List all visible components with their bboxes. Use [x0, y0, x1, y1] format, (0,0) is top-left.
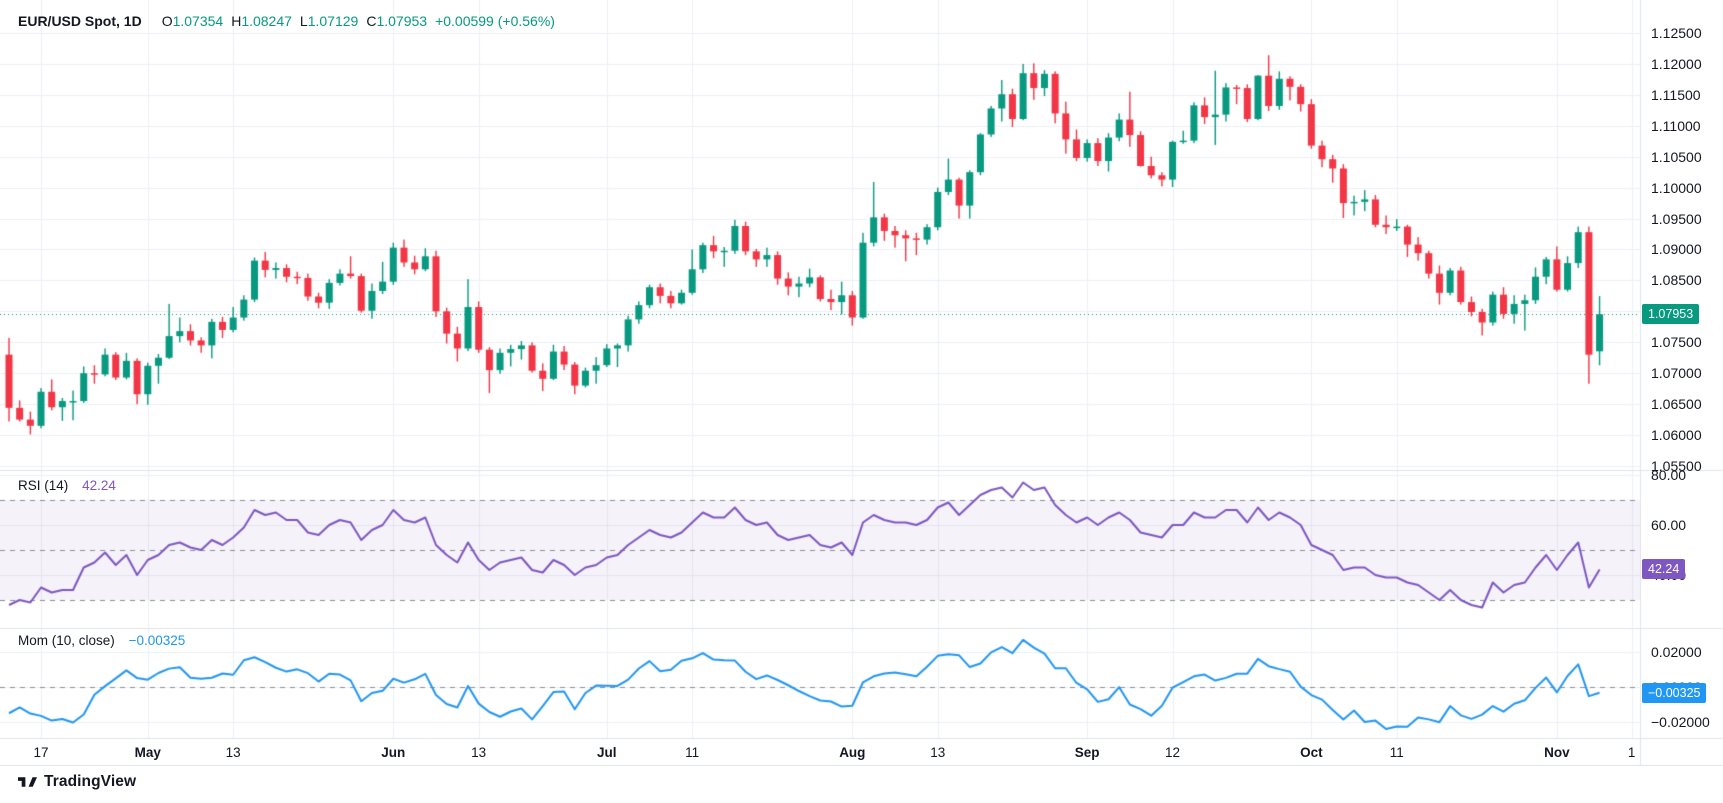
time-axis-label: Jul [597, 745, 617, 760]
rsi-value-badge: 42.24 [1642, 559, 1686, 580]
low-value: 1.07129 [307, 13, 359, 29]
time-axis-label: Aug [839, 745, 866, 760]
price-scale-label: 1.09000 [1651, 241, 1702, 258]
rsi-scale-label: 60.00 [1651, 517, 1687, 533]
high-value: 1.08247 [241, 13, 292, 29]
symbol-title[interactable]: EUR/USD Spot, 1D [18, 13, 142, 29]
time-axis-label: 11 [685, 745, 700, 760]
tradingview-logo[interactable]: TradingView [18, 773, 136, 791]
time-axis-label: 13 [930, 745, 946, 760]
price-scale-label: 1.06500 [1651, 396, 1702, 413]
price-scale-label: 1.09500 [1651, 210, 1702, 227]
open-value: 1.07354 [172, 13, 224, 29]
price-scale-label: 1.12500 [1651, 25, 1702, 41]
time-axis-label: 1 [1627, 745, 1636, 760]
price-scale[interactable]: 1.07953 42.24 −0.00325 1.12500 1.12000 1.1… [1641, 0, 1723, 766]
price-scale-label: 1.11000 [1651, 117, 1701, 134]
time-axis-label: 13 [225, 745, 241, 760]
rsi-scale-label: 80.00 [1651, 467, 1687, 483]
tradingview-logo-text: TradingView [44, 773, 137, 790]
time-axis-label: 17 [33, 745, 49, 760]
mom-legend: Mom (10, close) −0.00325 [18, 633, 185, 648]
high-label: H [231, 13, 242, 29]
mom-value-badge: −0.00325 [1642, 682, 1707, 703]
close-value: 1.07953 [376, 13, 428, 29]
price-scale-label: 1.10000 [1651, 179, 1702, 196]
price-scale-label: 1.07500 [1651, 334, 1702, 351]
time-axis-label: Sep [1074, 745, 1100, 760]
price-scale-label: 1.05500 [1651, 457, 1702, 474]
time-axis-label: 11 [1389, 745, 1404, 760]
time-axis-label: Oct [1300, 745, 1323, 760]
time-axis[interactable]: 17 May 13 Jun 13 Jul 11 Aug 13 Sep 12 Oct 11 Nov 1 [0, 738, 1640, 766]
price-scale-label: 1.06000 [1651, 427, 1702, 444]
rsi-name[interactable]: RSI [18, 478, 41, 493]
price-scale-label: 1.10500 [1651, 148, 1702, 165]
tradingview-logo-icon [18, 776, 37, 787]
last-price-badge: 1.07953 [1642, 304, 1700, 325]
low-label: L [299, 13, 308, 29]
time-axis-label: Nov [1544, 745, 1570, 760]
change-value: +0.00599 (+0.56%) [435, 13, 555, 29]
time-axis-label: May [134, 745, 161, 760]
rsi-value: 42.24 [82, 478, 116, 493]
mom-value: −0.00325 [128, 633, 186, 648]
mom-params: (10, close) [51, 633, 115, 648]
chart-canvas[interactable] [0, 0, 1723, 766]
price-scale-label: 1.11500 [1651, 86, 1701, 103]
symbol-legend: EUR/USD Spot, 1D O1.07354 H1.08247 L1.07129… [18, 13, 555, 29]
mom-scale-label: 0.02000 [1651, 644, 1702, 660]
price-scale-label: 1.08500 [1651, 272, 1702, 289]
mom-name[interactable]: Mom [18, 633, 48, 648]
price-scale-label: 1.07000 [1651, 365, 1702, 382]
mom-scale-label: −0.02000 [1651, 714, 1710, 730]
time-axis-label: 12 [1165, 745, 1181, 760]
time-axis-label: 13 [471, 745, 487, 760]
rsi-legend: RSI (14) 42.24 [18, 478, 116, 493]
close-label: C [366, 13, 377, 29]
open-label: O [161, 13, 173, 29]
time-axis-label: Jun [381, 745, 406, 760]
rsi-params: (14) [44, 478, 69, 493]
price-scale-label: 1.12000 [1651, 55, 1702, 72]
